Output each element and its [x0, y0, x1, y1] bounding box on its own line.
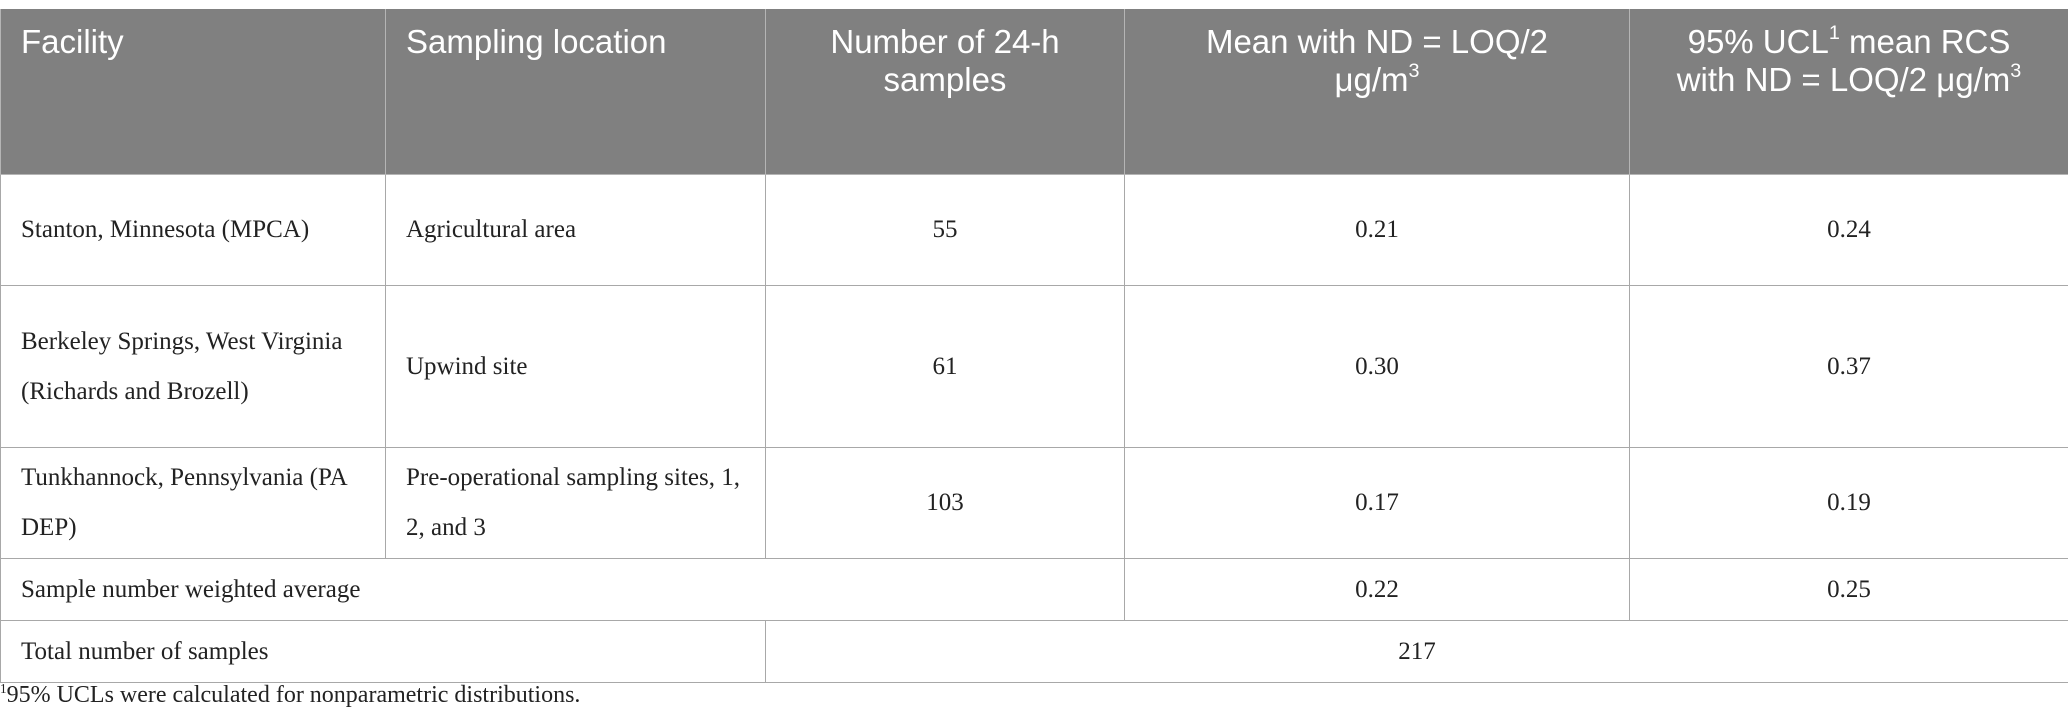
- footnote-text: 95% UCLs were calculated for nonparametr…: [6, 682, 581, 708]
- superscript: 1: [1828, 22, 1840, 45]
- cell: 61: [765, 285, 1125, 448]
- cell: 0.24: [1629, 174, 2068, 286]
- header-cell: Number of 24-h samples: [765, 9, 1125, 175]
- cell: 217: [765, 620, 2068, 683]
- cell: Sample number weighted average: [0, 558, 1125, 621]
- cell: 0.17: [1124, 447, 1630, 559]
- cell: Total number of samples: [0, 620, 766, 683]
- cell: 0.22: [1124, 558, 1630, 621]
- superscript: 3: [1408, 60, 1420, 83]
- row: Stanton, Minnesota (MPCA) Agricultural a…: [0, 174, 2068, 286]
- superscript: 3: [2010, 60, 2022, 83]
- cell: 103: [765, 447, 1125, 559]
- row: Total number of samples 217: [0, 620, 2068, 683]
- cell: 0.21: [1124, 174, 1630, 286]
- row: Sample number weighted average 0.22 0.25: [0, 558, 2068, 621]
- superscript: 1: [0, 680, 7, 696]
- header-cell: Sampling location: [385, 9, 766, 175]
- data-table: Facility Sampling location Number of 24-…: [0, 9, 2068, 683]
- header-cell: 95% UCL1 mean RCS with ND = LOQ/2 μg/m3: [1629, 9, 2068, 175]
- header-cell: Facility: [0, 9, 386, 175]
- header-cell: Mean with ND = LOQ/2 μg/m3: [1124, 9, 1630, 175]
- header-row: Facility Sampling location Number of 24-…: [0, 9, 2068, 175]
- cell: Agricultural area: [385, 174, 766, 286]
- cell: 0.37: [1629, 285, 2068, 448]
- cell: 55: [765, 174, 1125, 286]
- cell: Tunkhannock, Pennsylvania (PA DEP): [0, 447, 386, 559]
- cell: 0.19: [1629, 447, 2068, 559]
- cell: Pre-operational sampling sites, 1, 2, an…: [385, 447, 766, 559]
- row: Tunkhannock, Pennsylvania (PA DEP) Pre-o…: [0, 447, 2068, 559]
- header-text: mean RCS with ND = LOQ/2 μg/m: [1676, 23, 2011, 98]
- cell: Upwind site: [385, 285, 766, 448]
- cell: Stanton, Minnesota (MPCA): [0, 174, 386, 286]
- cell: 0.30: [1124, 285, 1630, 448]
- cell: 0.25: [1629, 558, 2068, 621]
- header-text: Mean with ND = LOQ/2 μg/m: [1205, 23, 1549, 98]
- header-text: 95% UCL: [1687, 23, 1829, 60]
- footnote: 195% UCLs were calculated for nonparamet…: [0, 682, 580, 709]
- cell: Berkeley Springs, West Virginia (Richard…: [0, 285, 386, 448]
- row: Berkeley Springs, West Virginia (Richard…: [0, 285, 2068, 448]
